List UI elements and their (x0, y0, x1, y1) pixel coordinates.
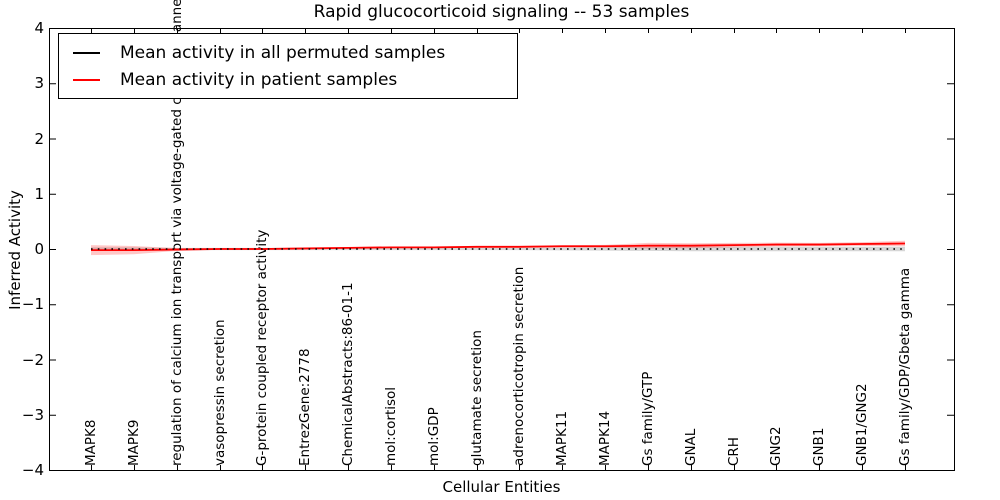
y-tick-label: 2 (34, 129, 44, 148)
band (91, 246, 905, 252)
y-tick-label: 0 (34, 240, 44, 258)
axes-frame (49, 28, 955, 471)
y-tick-label: 1 (34, 184, 44, 203)
chart-title: Rapid glucocorticoid signaling -- 53 sam… (313, 2, 690, 22)
legend-line-sample-red (73, 78, 100, 81)
legend-item-patient: Mean activity in patient samples (73, 70, 517, 90)
y-tick-label: −3 (21, 405, 44, 424)
legend-label-permuted: Mean activity in all permuted samples (120, 42, 446, 63)
y-tick-label: −1 (21, 295, 44, 314)
legend-line-sample-black (73, 51, 100, 54)
series-line (91, 242, 906, 252)
legend-label-patient: Mean activity in patient samples (120, 69, 398, 90)
y-tick-label: −2 (21, 350, 44, 369)
confidence-bands (91, 240, 905, 256)
y-tick-label: −4 (21, 461, 44, 479)
y-tick-label: 3 (34, 74, 44, 93)
series-lines (91, 242, 906, 252)
band (91, 240, 905, 256)
legend-box: Mean activity in all permuted samples Me… (58, 33, 518, 99)
legend-item-permuted: Mean activity in all permuted samples (73, 43, 517, 63)
y-tick-label: 4 (34, 19, 44, 37)
x-axis-label: Cellular Entities (442, 478, 561, 496)
